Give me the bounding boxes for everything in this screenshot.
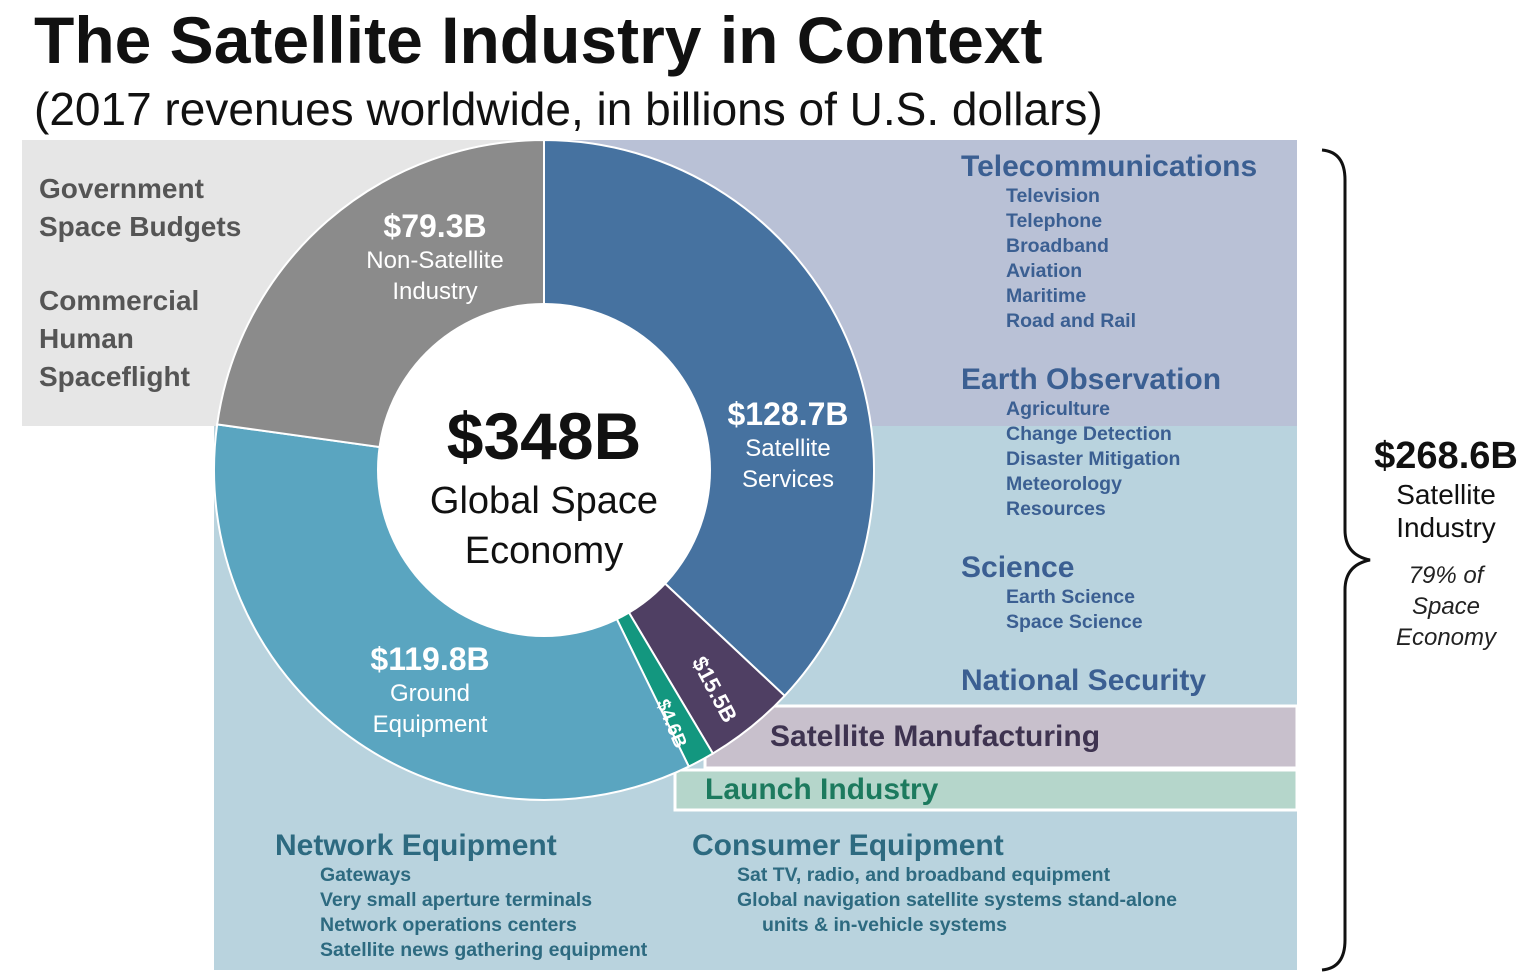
section-title: Network Equipment: [275, 829, 557, 862]
label-line: Global Space: [429, 480, 659, 522]
security-title: National Security: [961, 664, 1207, 697]
earth-section: Earth Observation Agriculture Change Dete…: [961, 363, 1221, 522]
list-item: Space Science: [1006, 611, 1143, 633]
list-item: Change Detection: [1006, 423, 1172, 445]
list-item: Sat TV, radio, and broadband equipment: [737, 864, 1111, 886]
bracket-label: $268.6B Satellite Industry 79% of Space …: [1360, 434, 1532, 653]
list-item: Disaster Mitigation: [1006, 448, 1181, 470]
list-item: Broadband: [1006, 235, 1109, 257]
network-section: Network Equipment Gateways Very small ape…: [275, 829, 647, 963]
satellite-total: $268.6B: [1374, 435, 1518, 477]
nonsat-label: $79.3B Non-Satellite Industry: [335, 207, 535, 307]
list-item: Global navigation satellite systems stan…: [737, 889, 1177, 911]
list-item: Maritime: [1006, 285, 1087, 307]
label-line: Industry: [1396, 512, 1496, 543]
consumer-section: Consumer Equipment Sat TV, radio, and br…: [692, 829, 1177, 938]
label-line: Satellite: [1396, 479, 1496, 510]
label-line: Economy: [1395, 624, 1497, 651]
label-line: Space: [1411, 593, 1481, 620]
launch-panel: [673, 768, 1299, 812]
list-item: Telephone: [1006, 210, 1103, 232]
donut-hole: [377, 303, 711, 637]
list-item: Road and Rail: [1006, 310, 1137, 332]
label-line: Economy: [464, 530, 624, 572]
value: $128.7B: [727, 396, 849, 432]
label-line: Human: [39, 323, 134, 354]
list-item: Very small aperture terminals: [320, 889, 593, 911]
label-line: Services: [741, 466, 835, 493]
list-item: Agriculture: [1006, 398, 1111, 420]
label-line: Spaceflight: [39, 361, 190, 392]
label-line: Equipment: [372, 711, 488, 738]
label-line: Ground: [389, 680, 471, 707]
value: $119.8B: [370, 641, 490, 677]
label-line: Space Budgets: [39, 211, 242, 242]
list-item: Earth Science: [1006, 586, 1135, 608]
label-line: 79% of: [1408, 562, 1484, 589]
section-title: Telecommunications: [961, 150, 1258, 183]
gov-budgets-label: Government Space Budgets: [39, 170, 241, 246]
telecom-section: Telecommunications Television Telephone Br…: [961, 150, 1257, 334]
list-item: Aviation: [1006, 260, 1083, 282]
list-item: units & in-vehicle systems: [762, 914, 1007, 936]
label-line: Industry: [392, 278, 478, 305]
launch-label: Launch Industry: [705, 773, 939, 806]
section-title: Earth Observation: [961, 363, 1222, 396]
label-line: Satellite: [745, 435, 831, 462]
list-item: Satellite news gathering equipment: [320, 939, 648, 961]
list-item: Network operations centers: [320, 914, 577, 936]
total-value: $348B: [446, 399, 642, 473]
page-title: The Satellite Industry in Context: [34, 3, 1043, 77]
services-label: $128.7B Satellite Services: [688, 395, 888, 495]
value: $79.3B: [383, 208, 487, 244]
bracket-icon: [1321, 148, 1371, 972]
list-item: Gateways: [320, 864, 412, 886]
ground-label: $119.8B Ground Equipment: [330, 640, 530, 740]
page-subtitle: (2017 revenues worldwide, in billions of…: [34, 83, 1103, 135]
manufacturing-label: Satellite Manufacturing: [770, 720, 1101, 753]
label-line: Commercial: [39, 285, 200, 316]
section-title: Science: [961, 551, 1075, 584]
science-section: Science Earth Science Space Science: [961, 551, 1143, 635]
center-label: $348B Global Space Economy: [394, 396, 694, 576]
label-line: Non-Satellite: [366, 247, 504, 274]
section-title: Consumer Equipment: [692, 829, 1004, 862]
list-item: Resources: [1006, 498, 1106, 520]
list-item: Television: [1006, 185, 1100, 207]
label-line: Government: [39, 173, 204, 204]
list-item: Meteorology: [1006, 473, 1122, 495]
human-spaceflight-label: Commercial Human Spaceflight: [39, 282, 199, 396]
